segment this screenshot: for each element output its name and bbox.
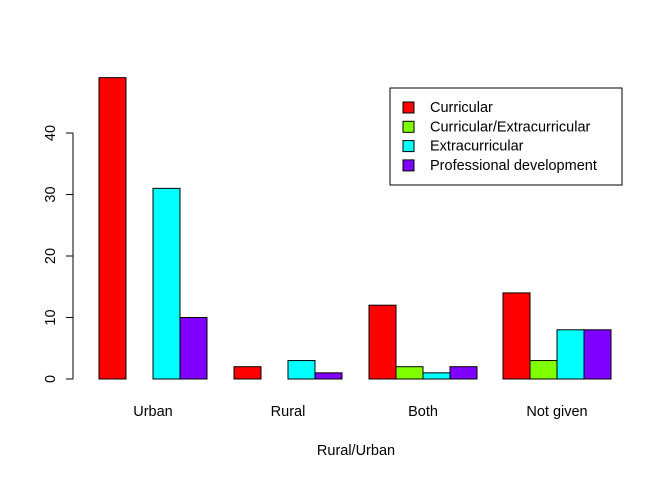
bar-not-given-extracurricular xyxy=(556,329,585,380)
x-category-label: Both xyxy=(408,404,438,420)
legend-label: Professional development xyxy=(430,158,597,174)
y-tick-label: 0 xyxy=(43,375,59,383)
bar-rural-professional-development xyxy=(314,372,343,380)
legend-swatch xyxy=(402,120,415,133)
legend-swatch xyxy=(402,159,415,172)
bar-not-given-curricular-extracurricular xyxy=(529,360,558,380)
legend-swatch xyxy=(402,101,415,114)
legend-label: Extracurricular xyxy=(430,139,524,155)
bar-not-given-professional-development xyxy=(583,329,612,380)
bar-urban-curricular xyxy=(98,77,127,380)
bar-both-curricular-extracurricular xyxy=(395,366,424,380)
x-axis-category-labels: Urban Rural Both Not given xyxy=(133,404,587,420)
bar-both-curricular xyxy=(368,304,397,380)
y-axis: 0 10 20 30 40 xyxy=(43,125,74,383)
y-tick-label: 30 xyxy=(43,186,59,202)
x-category-label: Rural xyxy=(271,404,306,420)
bar-rural-extracurricular xyxy=(287,360,316,380)
legend-label: Curricular xyxy=(430,100,493,116)
legend-box xyxy=(389,87,623,186)
bar-not-given-curricular xyxy=(502,292,531,380)
legend-swatch xyxy=(402,140,415,153)
y-tick-label: 20 xyxy=(43,248,59,264)
x-category-label: Not given xyxy=(526,404,587,420)
y-tick-label: 10 xyxy=(43,309,59,325)
legend: Curricular Curricular/Extracurricular Extr… xyxy=(389,87,623,186)
bar-both-professional-development xyxy=(449,366,478,380)
bars-layer xyxy=(98,77,612,380)
x-category-label: Urban xyxy=(133,404,173,420)
bar-both-extracurricular xyxy=(422,372,451,380)
bar-urban-extracurricular xyxy=(152,187,181,380)
legend-label: Curricular/Extracurricular xyxy=(430,119,591,135)
bar-urban-professional-development xyxy=(179,317,208,380)
x-axis-title: Rural/Urban xyxy=(317,443,395,459)
y-tick-label: 40 xyxy=(43,125,59,141)
bar-rural-curricular xyxy=(233,366,262,380)
